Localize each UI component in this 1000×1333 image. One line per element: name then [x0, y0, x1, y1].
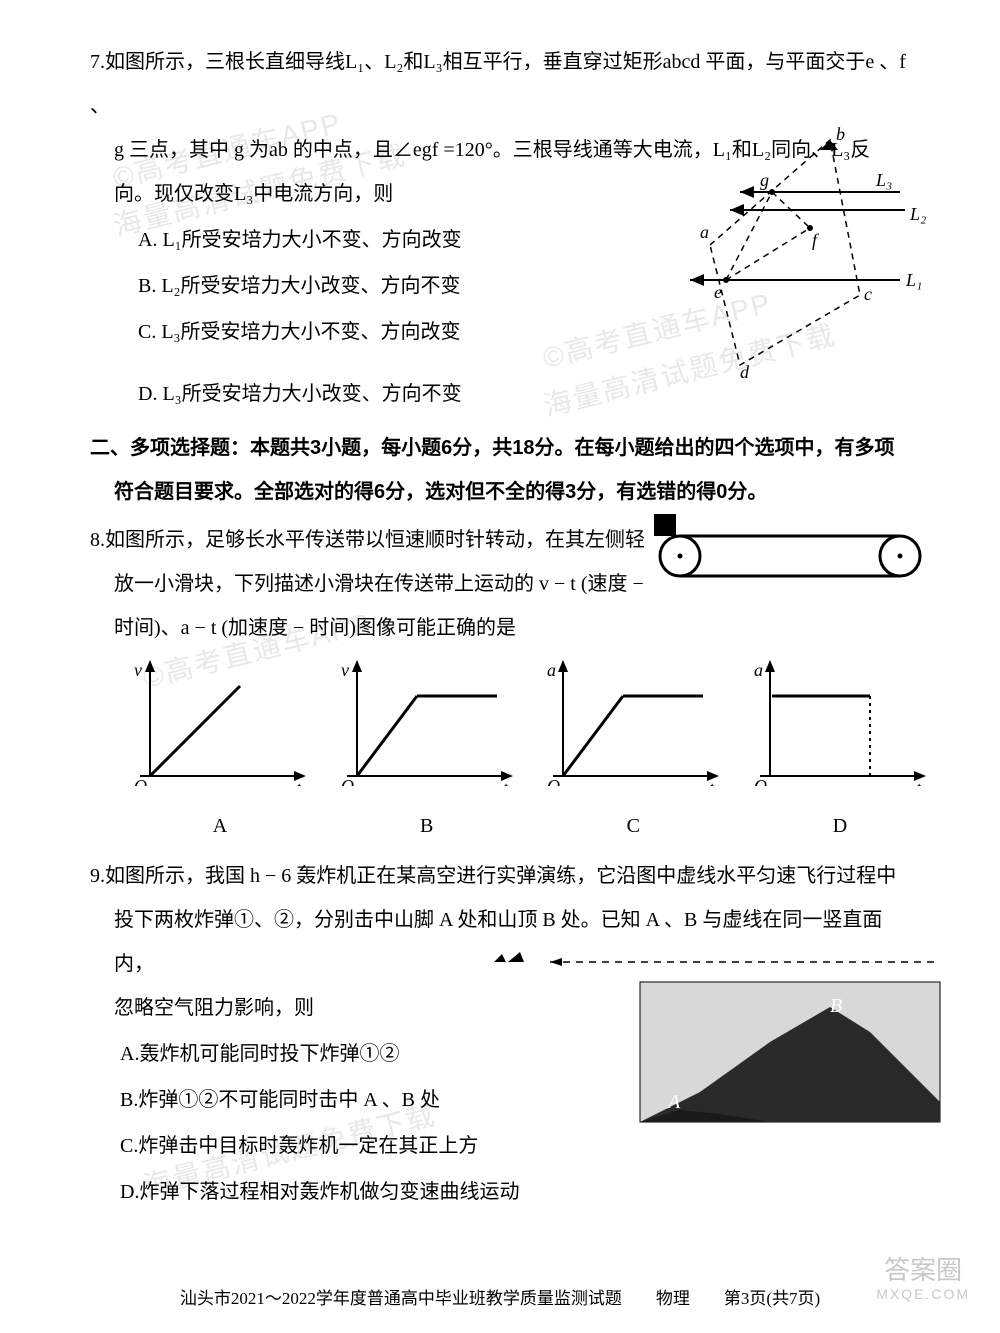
svg-text:e: e — [714, 282, 722, 302]
section2-title-line2: 符合题目要求。全部选对的得6分，选对但不全的得3分，有选错的得0分。 — [90, 470, 920, 514]
svg-text:a: a — [547, 660, 556, 680]
question-8: 8.如图所示，足够长水平传送带以恒速顺时针转动，在其左侧轻 放一小滑块，下列描述… — [90, 518, 920, 848]
svg-text:O: O — [341, 776, 354, 786]
q8-graph-b: v t O B — [337, 656, 517, 848]
q8-graph-a-label: A — [130, 804, 310, 848]
svg-text:t: t — [916, 778, 922, 786]
q8-graph-b-label: B — [337, 804, 517, 848]
svg-text:t: t — [709, 778, 715, 786]
q7-diagram: a b c d e f g L₁ L₂ L₃ — [640, 120, 940, 396]
q8-graph-c-label: C — [543, 804, 723, 848]
page-footer: 汕头市2021～2022学年度普通高中毕业班教学质量监测试题 物理 第3页(共7… — [0, 1280, 1000, 1317]
svg-text:t: t — [503, 778, 509, 786]
q9-option-d: D.炸弹下落过程相对轰炸机做匀变速曲线运动 — [120, 1170, 920, 1214]
svg-text:a: a — [754, 660, 763, 680]
svg-text:c: c — [864, 284, 872, 304]
svg-text:d: d — [740, 362, 750, 380]
svg-text:v: v — [134, 660, 142, 680]
watermark-line1: 答案圈 — [876, 1255, 970, 1286]
question-9: 9.如图所示，我国 h − 6 轰炸机正在某高空进行实弹演练，它沿图中虚线水平匀… — [90, 854, 920, 1214]
svg-text:O: O — [134, 776, 147, 786]
q7-stem-line: 7.如图所示，三根长直细导线L₁、L₂和L₃相互平行，垂直穿过矩形abcd 平面… — [90, 40, 920, 128]
q8-conveyor-figure — [650, 514, 930, 602]
section2-title: 二、多项选择题：本题共3小题，每小题6分，共18分。在每小题给出的四个选项中，有… — [90, 426, 920, 470]
q8-stem-line: 时间)、a − t (加速度 − 时间)图像可能正确的是 — [90, 606, 920, 650]
watermark-line2: MXQE.COM — [876, 1286, 970, 1303]
q8-graph-c: a t O C — [543, 656, 723, 848]
svg-text:A: A — [666, 1091, 681, 1113]
svg-text:g: g — [760, 170, 769, 190]
svg-text:O: O — [754, 776, 767, 786]
svg-text:L₃: L₃ — [875, 170, 892, 190]
q9-figure: A B — [470, 942, 950, 1148]
svg-text:L₁: L₁ — [905, 270, 922, 290]
svg-text:B: B — [830, 995, 842, 1017]
q9-stem-line: 9.如图所示，我国 h − 6 轰炸机正在某高空进行实弹演练，它沿图中虚线水平匀… — [90, 854, 920, 898]
svg-text:L₂: L₂ — [909, 204, 926, 224]
svg-text:t: t — [296, 778, 302, 786]
q8-graph-d-label: D — [750, 804, 930, 848]
exam-page: ©高考直通车APP 海量高清试题免费下载 ©高考直通车APP 海量高清试题免费下… — [0, 0, 1000, 1333]
corner-watermark: 答案圈 MXQE.COM — [876, 1255, 970, 1303]
q8-graph-d: a t O D — [750, 656, 930, 848]
svg-text:b: b — [836, 124, 845, 144]
question-7: 7.如图所示，三根长直细导线L₁、L₂和L₃相互平行，垂直穿过矩形abcd 平面… — [90, 40, 920, 416]
q8-graph-a: v t O A — [130, 656, 310, 848]
svg-text:f: f — [812, 230, 820, 250]
svg-text:O: O — [547, 776, 560, 786]
svg-text:a: a — [700, 222, 709, 242]
svg-text:v: v — [341, 660, 349, 680]
q8-graphs-row: v t O A v t O B — [130, 656, 930, 848]
